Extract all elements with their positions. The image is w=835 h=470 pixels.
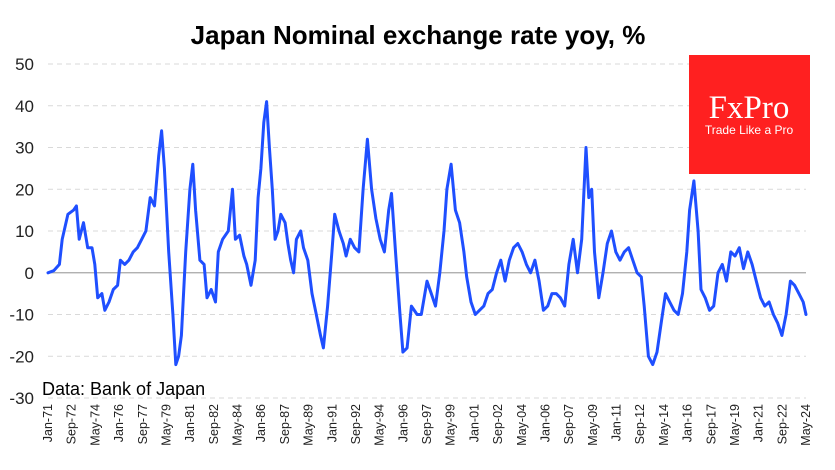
x-tick-label: May-09 [586,404,600,446]
y-tick-label: -10 [9,306,34,325]
x-tick-label: Jan-21 [752,404,766,442]
x-tick-label: Jan-11 [610,404,624,441]
plot-area [46,100,808,367]
x-tick-label: May-94 [373,404,387,446]
x-tick-label: Jan-01 [467,404,481,442]
y-tick-label: 50 [15,55,34,74]
x-tick-label: Sep-82 [207,404,221,444]
x-tick-label: May-84 [231,404,245,446]
x-tick-label: Jan-76 [112,404,126,442]
y-tick-label: 20 [15,180,34,199]
logo-tagline: Trade Like a Pro [705,123,794,137]
x-tick-label: Jan-81 [183,404,197,442]
x-tick-label: May-79 [159,404,173,446]
x-tick-label: Jan-06 [538,404,552,442]
logo-background [689,55,810,174]
x-tick-label: Sep-02 [491,404,505,444]
x-tick-label: May-19 [728,404,742,446]
x-tick-label: May-04 [515,404,529,446]
x-tick-label: Jan-96 [396,404,410,442]
x-tick-label: Sep-17 [704,404,718,444]
x-tick-label: May-14 [657,404,671,446]
x-tick-label: Jan-91 [325,404,339,442]
x-tick-label: Jan-16 [681,404,695,442]
y-tick-label: -30 [9,389,34,408]
x-tick-label: Sep-92 [349,404,363,444]
x-tick-label: May-74 [88,404,102,446]
x-tick-label: Sep-97 [420,404,434,444]
x-tick-label: Sep-07 [562,404,576,444]
x-tick-label: Jan-71 [41,404,55,442]
source-label: Data: Bank of Japan [42,379,205,399]
x-tick-label: Sep-87 [278,404,292,444]
x-tick-label: Jan-86 [254,404,268,442]
series-line [46,100,808,367]
y-tick-label: 10 [15,222,34,241]
chart-title: Japan Nominal exchange rate yoy, % [191,20,646,50]
x-tick-label: May-99 [444,404,458,446]
y-tick-label: 0 [25,264,34,283]
x-tick-label: Sep-22 [775,404,789,444]
y-tick-label: 30 [15,139,34,158]
logo-brand: FxPro [709,90,790,126]
x-tick-label: Sep-77 [136,404,150,444]
y-tick-label: -20 [9,347,34,366]
y-axis: 50 40 30 20 10 0 -10 -20 -30 [9,55,34,408]
x-tick-label: May-24 [799,404,813,446]
x-tick-label: Sep-12 [633,404,647,444]
x-tick-label: May-89 [302,404,316,446]
x-tick-label: Sep-72 [65,404,79,444]
x-axis: Jan-71 Sep-72 May-74 Jan-76 Sep-77 May-79 Jan-… [41,404,813,446]
brand-logo: FxPro Trade Like a Pro [689,55,810,174]
y-tick-label: 40 [15,97,34,116]
